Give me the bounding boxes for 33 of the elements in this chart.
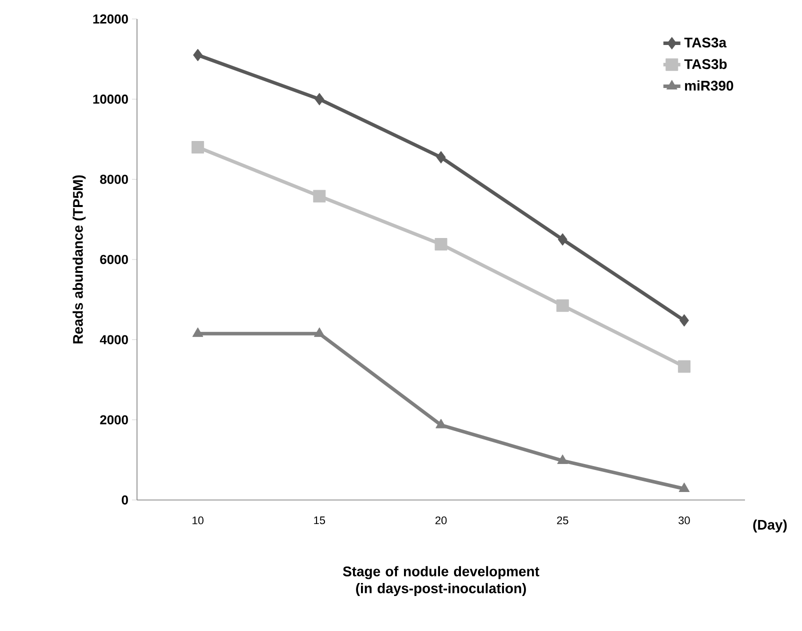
y-tick-label: 8000	[100, 174, 128, 184]
point	[558, 233, 568, 246]
point	[436, 151, 446, 164]
point	[193, 48, 203, 62]
y-axis-title: Reads abundance (TP5M)	[72, 175, 86, 344]
point	[679, 314, 689, 327]
x-tick-label: 30	[678, 516, 690, 524]
x-tick-label: 10	[192, 516, 204, 524]
y-tick-label: 2000	[100, 415, 128, 424]
legend-label: TAS3b	[684, 58, 727, 70]
x-tick-label: 25	[557, 516, 568, 524]
text: (Day)	[753, 519, 787, 532]
legend-label: TAS3a	[684, 38, 727, 48]
x-tick-label: 15	[314, 516, 326, 524]
point	[557, 454, 568, 464]
point	[678, 360, 690, 373]
point	[313, 190, 326, 202]
y-tick-label: 4000	[100, 335, 128, 344]
point	[192, 141, 204, 154]
point	[556, 299, 569, 312]
point	[314, 92, 324, 106]
legend-label: miR390	[685, 80, 734, 91]
x-tick-label: 20	[435, 516, 447, 524]
y-tick-label: 10000	[93, 94, 128, 104]
point	[192, 327, 204, 337]
x-axis-title: Stage of nodule development (in days-post-inoculation)	[342, 566, 540, 596]
point	[434, 238, 448, 250]
point	[436, 418, 446, 428]
y-tick-label: 0	[122, 495, 128, 505]
y-tick-label: 6000	[100, 254, 128, 264]
point	[678, 482, 690, 492]
y-tick-label: 12000	[93, 14, 128, 24]
point	[314, 327, 325, 337]
